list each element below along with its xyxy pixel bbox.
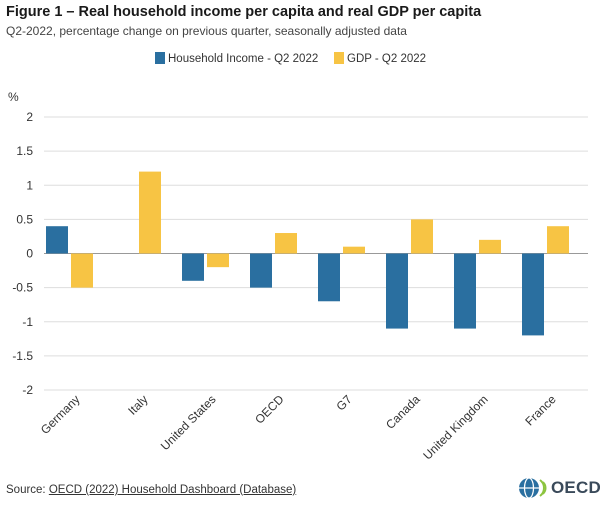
y-tick-label: -0.5 [12,281,33,295]
bar-gdp [479,239,501,254]
bar-gdp [411,219,433,254]
bar-gdp [71,253,93,288]
x-tick-label: Canada [383,392,423,432]
legend-swatch [334,52,344,64]
y-tick-label: 1.5 [16,144,33,158]
legend-swatch [155,52,165,64]
x-tick-label: Germany [38,392,83,437]
bar-household-income [182,253,204,281]
x-tick-label: OECD [252,392,287,427]
x-tick-label: Italy [125,392,150,417]
x-tick-label: United Kingdom [420,392,490,462]
y-tick-label: 2 [26,110,33,124]
bar-gdp [275,233,297,254]
y-tick-label: -1 [22,315,33,329]
y-tick-label: 1 [26,178,33,192]
oecd-globe-icon [519,477,547,499]
legend-label: GDP - Q2 2022 [347,53,426,65]
y-axis-label: % [8,90,19,104]
oecd-logo-text: OECD [551,478,600,497]
bar-household-income [318,253,340,302]
bar-gdp [139,171,161,254]
bar-gdp [547,226,569,254]
oecd-logo: OECD [518,477,600,499]
y-tick-label: 0.5 [16,212,33,226]
x-tick-label: France [522,392,559,429]
bar-household-income [386,253,408,329]
source-note: Source: OECD (2022) Household Dashboard … [6,484,296,496]
chart-title: Figure 1 – Real household income per cap… [6,4,482,20]
y-tick-label: 0 [26,247,33,261]
x-tick-label: G7 [333,392,354,413]
y-tick-label: -1.5 [12,349,33,363]
bar-gdp [343,246,365,254]
source-link[interactable]: OECD (2022) Household Dashboard (Databas… [48,484,297,496]
bar-gdp [207,253,229,268]
x-tick-label: United States [158,392,219,453]
source-prefix: Source: [6,484,49,496]
bar-household-income [522,253,544,336]
bar-household-income [454,253,476,329]
bar-household-income [250,253,272,288]
y-tick-label: -2 [22,383,33,397]
bar-chart: Household Income - Q2 2022 GDP - Q2 2022%… [8,52,588,463]
legend-label: Household Income - Q2 2022 [168,53,318,65]
bar-household-income [46,226,68,254]
chart-subtitle: Q2-2022, percentage change on previous q… [6,24,407,38]
